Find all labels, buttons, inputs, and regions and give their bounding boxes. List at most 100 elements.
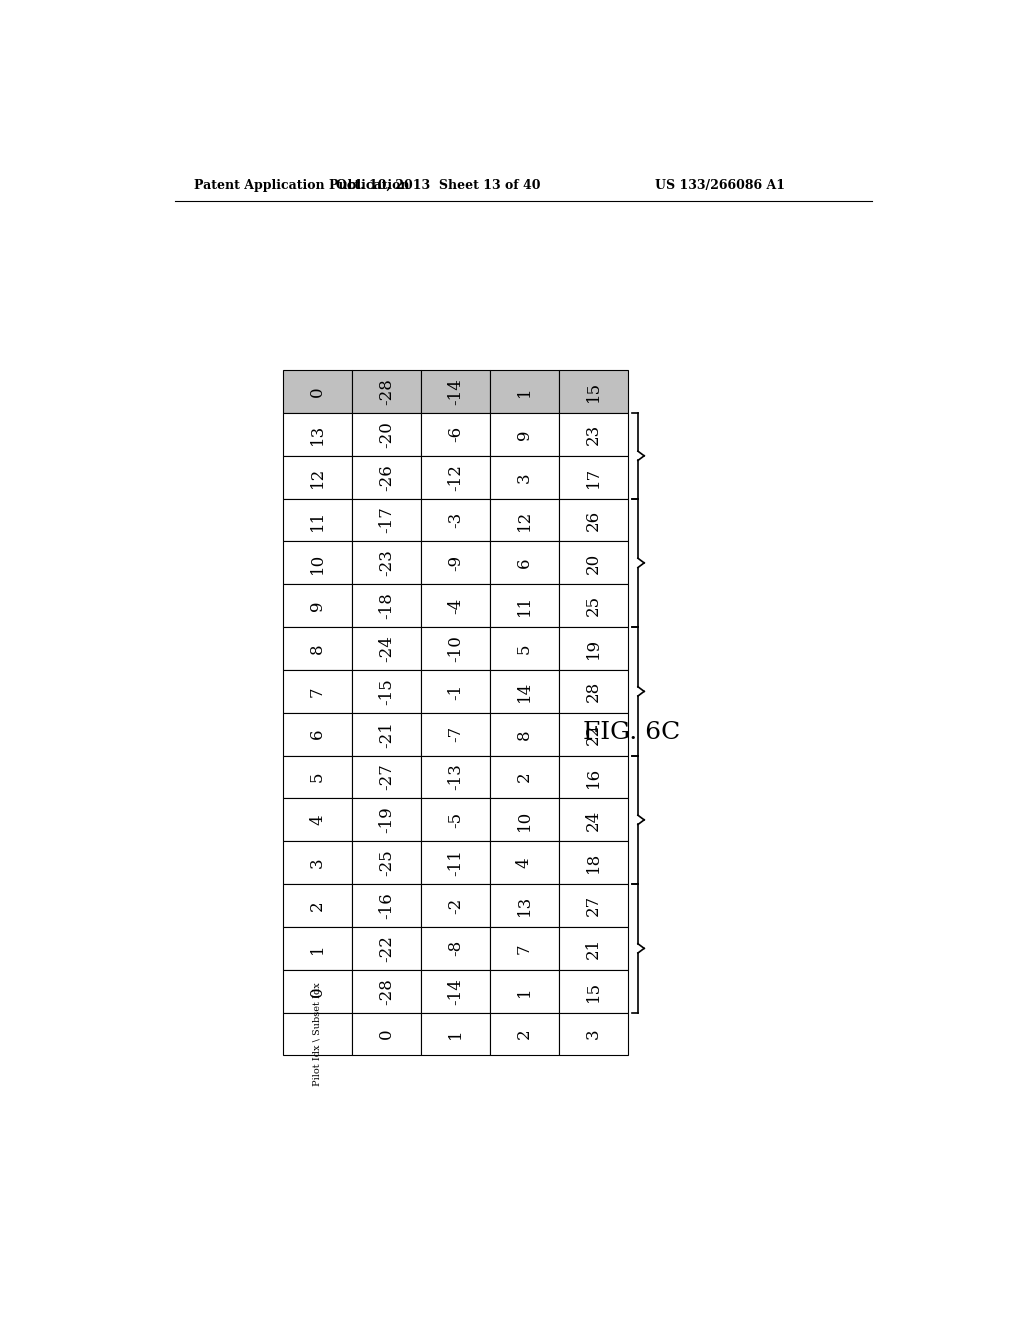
- Text: -24: -24: [378, 635, 395, 663]
- Text: 3: 3: [309, 858, 326, 869]
- Text: -26: -26: [378, 463, 395, 491]
- Bar: [283, 671, 352, 713]
- Bar: [421, 927, 489, 970]
- Text: 5: 5: [309, 772, 326, 783]
- Bar: [421, 755, 489, 799]
- Bar: [489, 541, 559, 585]
- Bar: [283, 413, 352, 455]
- Bar: [559, 499, 628, 541]
- Text: 10: 10: [516, 809, 532, 830]
- Text: 28: 28: [585, 681, 602, 702]
- Bar: [559, 413, 628, 455]
- Bar: [352, 585, 421, 627]
- Bar: [489, 499, 559, 541]
- Bar: [283, 585, 352, 627]
- Bar: [352, 884, 421, 927]
- Bar: [421, 884, 489, 927]
- Bar: [421, 541, 489, 585]
- Bar: [421, 455, 489, 499]
- Bar: [421, 970, 489, 1012]
- Bar: [421, 713, 489, 755]
- Bar: [421, 585, 489, 627]
- Bar: [489, 841, 559, 884]
- Bar: [283, 927, 352, 970]
- Text: FIG. 6C: FIG. 6C: [583, 721, 680, 743]
- Text: -28: -28: [378, 378, 395, 405]
- Text: 9: 9: [516, 429, 532, 440]
- Text: 13: 13: [516, 895, 532, 916]
- Bar: [283, 755, 352, 799]
- Bar: [489, 970, 559, 1012]
- Text: 2: 2: [516, 1028, 532, 1039]
- Text: -21: -21: [378, 721, 395, 747]
- Bar: [283, 841, 352, 884]
- Text: -15: -15: [378, 678, 395, 705]
- Bar: [283, 370, 352, 413]
- Bar: [421, 499, 489, 541]
- Text: 2: 2: [309, 900, 326, 911]
- Text: 8: 8: [516, 729, 532, 739]
- Bar: [559, 970, 628, 1012]
- Bar: [559, 884, 628, 927]
- Bar: [559, 713, 628, 755]
- Text: -2: -2: [446, 898, 464, 913]
- Bar: [352, 1012, 421, 1056]
- Bar: [489, 755, 559, 799]
- Text: -12: -12: [446, 463, 464, 491]
- Bar: [559, 370, 628, 413]
- Text: 5: 5: [516, 643, 532, 653]
- Text: -14: -14: [446, 378, 464, 405]
- Text: -18: -18: [378, 593, 395, 619]
- Bar: [283, 499, 352, 541]
- Bar: [559, 841, 628, 884]
- Text: 3: 3: [516, 473, 532, 483]
- Bar: [283, 455, 352, 499]
- Bar: [352, 755, 421, 799]
- Bar: [421, 671, 489, 713]
- Text: -28: -28: [378, 978, 395, 1005]
- Bar: [489, 627, 559, 671]
- Text: 1: 1: [516, 387, 532, 397]
- Text: Oct. 10, 2013  Sheet 13 of 40: Oct. 10, 2013 Sheet 13 of 40: [336, 178, 541, 191]
- Text: -16: -16: [378, 892, 395, 919]
- Bar: [283, 627, 352, 671]
- Text: -3: -3: [446, 512, 464, 528]
- Bar: [352, 413, 421, 455]
- Text: 11: 11: [309, 510, 326, 531]
- Text: 17: 17: [585, 466, 602, 488]
- Text: 6: 6: [309, 729, 326, 739]
- Text: 2: 2: [516, 772, 532, 783]
- Text: -6: -6: [446, 426, 464, 442]
- Bar: [559, 799, 628, 841]
- Bar: [352, 671, 421, 713]
- Bar: [489, 370, 559, 413]
- Text: 1: 1: [446, 1028, 464, 1039]
- Bar: [489, 585, 559, 627]
- Text: 1: 1: [516, 986, 532, 997]
- Text: -5: -5: [446, 812, 464, 828]
- Text: -9: -9: [446, 554, 464, 572]
- Bar: [283, 884, 352, 927]
- Bar: [559, 585, 628, 627]
- Text: -17: -17: [378, 507, 395, 533]
- Text: -7: -7: [446, 726, 464, 742]
- Text: 7: 7: [309, 686, 326, 697]
- Text: -22: -22: [378, 935, 395, 962]
- Bar: [559, 541, 628, 585]
- Bar: [352, 541, 421, 585]
- Bar: [283, 799, 352, 841]
- Text: 20: 20: [585, 552, 602, 573]
- Text: 12: 12: [516, 510, 532, 531]
- Text: 15: 15: [585, 981, 602, 1002]
- Text: 10: 10: [309, 552, 326, 573]
- Text: 0: 0: [309, 387, 326, 397]
- Bar: [352, 927, 421, 970]
- Text: 11: 11: [516, 595, 532, 616]
- Bar: [352, 799, 421, 841]
- Text: -27: -27: [378, 763, 395, 791]
- Bar: [489, 927, 559, 970]
- Bar: [489, 799, 559, 841]
- Bar: [421, 370, 489, 413]
- Text: -23: -23: [378, 549, 395, 577]
- Bar: [421, 413, 489, 455]
